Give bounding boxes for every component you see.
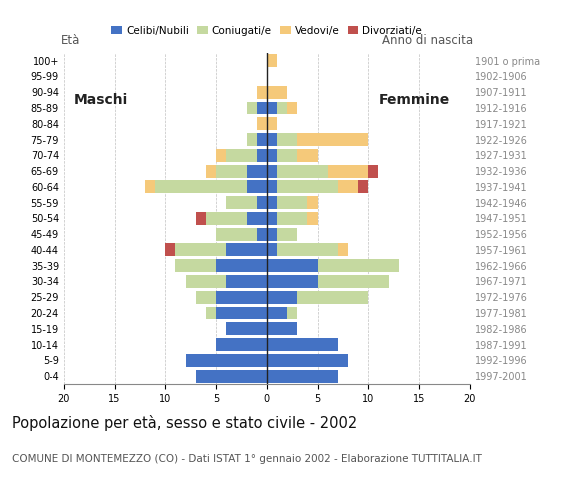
- Bar: [216, 165, 246, 178]
- Bar: [307, 212, 318, 225]
- Bar: [186, 354, 267, 367]
- Bar: [196, 291, 216, 304]
- Bar: [338, 243, 348, 256]
- Bar: [318, 275, 389, 288]
- Bar: [155, 180, 246, 193]
- Bar: [338, 180, 358, 193]
- Bar: [277, 102, 287, 114]
- Bar: [246, 180, 267, 193]
- Bar: [257, 86, 267, 99]
- Bar: [267, 149, 277, 162]
- Bar: [267, 338, 338, 351]
- Bar: [176, 259, 216, 272]
- Text: Anno di nascita: Anno di nascita: [382, 34, 473, 48]
- Bar: [226, 196, 257, 209]
- Bar: [206, 212, 246, 225]
- Bar: [267, 228, 277, 240]
- Bar: [196, 212, 206, 225]
- Bar: [267, 180, 277, 193]
- Bar: [328, 165, 368, 178]
- Bar: [246, 133, 257, 146]
- Bar: [267, 165, 277, 178]
- Bar: [277, 133, 297, 146]
- Bar: [216, 149, 226, 162]
- Bar: [267, 307, 287, 320]
- Bar: [246, 212, 267, 225]
- Bar: [277, 149, 297, 162]
- Bar: [267, 54, 277, 67]
- Text: Popolazione per età, sesso e stato civile - 2002: Popolazione per età, sesso e stato civil…: [12, 415, 357, 431]
- Bar: [318, 259, 399, 272]
- Bar: [267, 354, 348, 367]
- Bar: [307, 196, 318, 209]
- Bar: [297, 149, 318, 162]
- Bar: [267, 275, 318, 288]
- Bar: [216, 291, 267, 304]
- Bar: [267, 196, 277, 209]
- Bar: [257, 228, 267, 240]
- Bar: [267, 323, 297, 335]
- Bar: [267, 117, 277, 130]
- Bar: [196, 370, 267, 383]
- Bar: [216, 307, 267, 320]
- Text: Età: Età: [61, 34, 80, 48]
- Bar: [257, 196, 267, 209]
- Bar: [267, 102, 277, 114]
- Bar: [226, 323, 267, 335]
- Bar: [267, 243, 277, 256]
- Bar: [287, 102, 297, 114]
- Bar: [297, 291, 368, 304]
- Bar: [145, 180, 155, 193]
- Bar: [206, 165, 216, 178]
- Bar: [226, 149, 257, 162]
- Bar: [186, 275, 226, 288]
- Bar: [267, 291, 297, 304]
- Bar: [216, 338, 267, 351]
- Bar: [358, 180, 368, 193]
- Bar: [287, 307, 297, 320]
- Bar: [246, 165, 267, 178]
- Bar: [368, 165, 378, 178]
- Bar: [206, 307, 216, 320]
- Bar: [165, 243, 175, 256]
- Text: COMUNE DI MONTEMEZZO (CO) - Dati ISTAT 1° gennaio 2002 - Elaborazione TUTTITALIA: COMUNE DI MONTEMEZZO (CO) - Dati ISTAT 1…: [12, 454, 481, 464]
- Bar: [277, 180, 338, 193]
- Text: Femmine: Femmine: [379, 93, 450, 107]
- Bar: [277, 228, 297, 240]
- Bar: [226, 275, 267, 288]
- Bar: [216, 259, 267, 272]
- Bar: [257, 117, 267, 130]
- Bar: [277, 165, 328, 178]
- Bar: [277, 196, 307, 209]
- Bar: [277, 243, 338, 256]
- Bar: [267, 259, 318, 272]
- Legend: Celibi/Nubili, Coniugati/e, Vedovi/e, Divorziati/e: Celibi/Nubili, Coniugati/e, Vedovi/e, Di…: [107, 22, 426, 40]
- Bar: [226, 243, 267, 256]
- Bar: [267, 212, 277, 225]
- Bar: [176, 243, 226, 256]
- Bar: [246, 102, 257, 114]
- Bar: [267, 86, 287, 99]
- Bar: [257, 102, 267, 114]
- Bar: [257, 149, 267, 162]
- Bar: [216, 228, 257, 240]
- Bar: [257, 133, 267, 146]
- Bar: [297, 133, 368, 146]
- Bar: [267, 370, 338, 383]
- Bar: [277, 212, 307, 225]
- Bar: [267, 133, 277, 146]
- Text: Maschi: Maschi: [74, 93, 128, 107]
